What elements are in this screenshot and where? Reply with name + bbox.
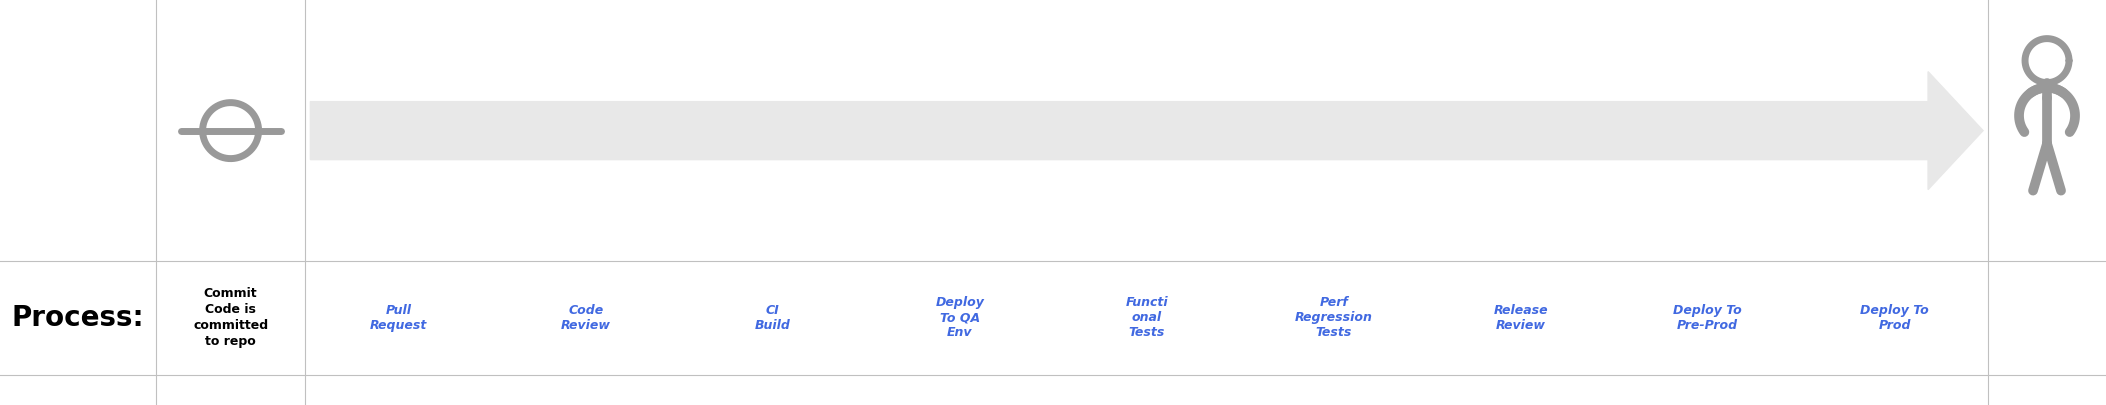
Text: CI
Build: CI Build [754, 304, 790, 332]
Text: Process:: Process: [13, 304, 143, 332]
Text: Commit
Code is
committed
to repo: Commit Code is committed to repo [194, 288, 267, 348]
Text: Pull
Request: Pull Request [371, 304, 428, 332]
Text: Deploy To
Pre-Prod: Deploy To Pre-Prod [1674, 304, 1742, 332]
Text: Deploy To
Prod: Deploy To Prod [1860, 304, 1929, 332]
Text: Release
Review: Release Review [1493, 304, 1548, 332]
Text: Functi
onal
Tests: Functi onal Tests [1125, 296, 1169, 339]
Text: Deploy
To QA
Env: Deploy To QA Env [935, 296, 984, 339]
Text: Perf
Regression
Tests: Perf Regression Tests [1295, 296, 1373, 339]
Text: Code
Review: Code Review [560, 304, 611, 332]
Polygon shape [310, 72, 1984, 190]
